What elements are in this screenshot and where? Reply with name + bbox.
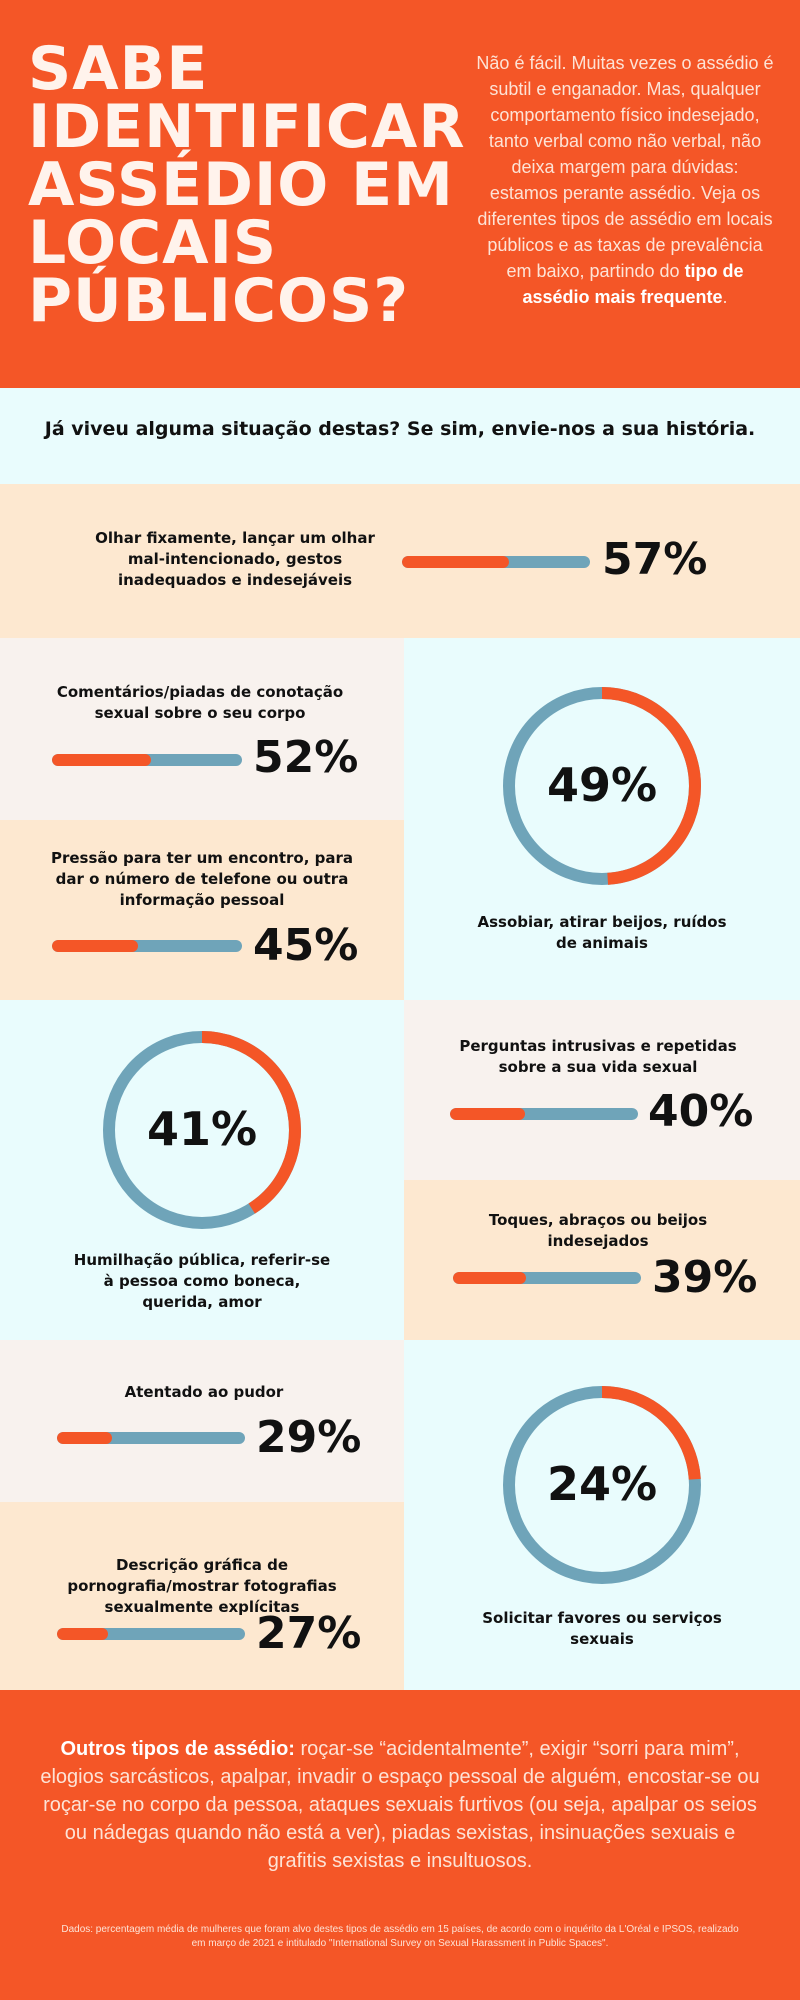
panel-1 (0, 484, 800, 638)
stat-value: 41% (146, 1102, 258, 1156)
stat-value: 57% (602, 534, 708, 585)
title-line: ASSÉDIO EM (28, 150, 454, 220)
stat-ring (503, 1386, 701, 1584)
stat-value: 27% (256, 1608, 362, 1659)
ring-progress (503, 687, 701, 885)
panel-7 (404, 1180, 800, 1340)
stat-ring (103, 1031, 301, 1229)
stat-value: 29% (256, 1412, 362, 1463)
stat-label: Solicitar favores ou serviços sexuais (482, 1609, 722, 1648)
bar-fill (52, 754, 151, 766)
stat-ring (503, 687, 701, 885)
ring-progress (103, 1031, 301, 1229)
title-line: PÚBLICOS? (28, 266, 410, 336)
panel-4 (0, 820, 404, 1000)
stat-bar (450, 1108, 638, 1120)
bar-fill (52, 940, 138, 952)
stat-bar (52, 940, 242, 952)
title-line: IDENTIFICAR (28, 92, 466, 162)
bar-fill (453, 1272, 527, 1284)
intro-bold: tipo de assédio mais frequente (522, 261, 744, 307)
stat-value: 40% (648, 1086, 754, 1137)
intro-text: Não é fácil. Muitas vezes o assédio é su… (476, 53, 774, 281)
stat-label: Pressão para ter um encontro, para dar o… (50, 849, 354, 909)
stat-bar (402, 556, 590, 568)
stat-label: Perguntas intrusivas e repetidas sobre a… (459, 1037, 737, 1076)
stat-label: Descrição gráfica de pornografia/mostrar… (67, 1556, 337, 1616)
stat-value: 39% (652, 1252, 758, 1303)
stat-value: 52% (253, 732, 359, 783)
header-panel: SABE IDENTIFICAR ASSÉDIO EM LOCAIS PÚBLI… (0, 0, 800, 388)
panel-6 (404, 1000, 800, 1180)
panel-10 (404, 1340, 800, 1690)
other-types-list: roçar-se “acidentalmente”, exigir “sorri… (40, 1738, 760, 1872)
stat-value: 45% (253, 920, 359, 971)
stat-value: 24% (546, 1457, 658, 1511)
bar-fill (57, 1432, 112, 1444)
intro-end: . (722, 287, 728, 307)
intro-paragraph: Não é fácil. Muitas vezes o assédio é su… (475, 50, 775, 310)
stat-label: Assobiar, atirar beijos, ruídos de anima… (477, 913, 727, 952)
title-line: LOCAIS (28, 208, 278, 278)
stat-bar (57, 1432, 245, 1444)
panel-2 (0, 638, 404, 820)
footer-panel: Outros tipos de assédio: roçar-se “acide… (0, 1690, 800, 2000)
bar-fill (57, 1628, 108, 1640)
call-to-action: Já viveu alguma situação destas? Se sim,… (44, 418, 756, 440)
title-line: SABE (28, 34, 209, 104)
panel-8 (0, 1340, 404, 1502)
ring-progress (503, 1386, 701, 1584)
bar-fill (402, 556, 510, 568)
stat-label: Olhar fixamente, lançar um olhar mal-int… (95, 529, 375, 589)
panel-9 (0, 1502, 404, 1690)
stat-label: Comentários/piadas de conotação sexual s… (56, 683, 344, 722)
stat-label: Humilhação pública, referir-se à pessoa … (73, 1251, 331, 1311)
stat-bar (52, 754, 242, 766)
stat-label: Toques, abraços ou beijos indesejados (488, 1211, 708, 1250)
stat-bar (57, 1628, 245, 1640)
stat-label: Atentado ao pudor (124, 1383, 284, 1401)
page-title: SABE IDENTIFICAR ASSÉDIO EM LOCAIS PÚBLI… (28, 34, 468, 336)
other-types-lead: Outros tipos de assédio: (60, 1738, 295, 1760)
other-types-text: Outros tipos de assédio: roçar-se “acide… (40, 1735, 760, 1875)
panel-5 (0, 1000, 404, 1340)
bar-fill (450, 1108, 526, 1120)
stat-bar (453, 1272, 641, 1284)
source-note: Dados: percentagem média de mulheres que… (61, 1924, 739, 1949)
stat-value: 49% (546, 758, 658, 812)
